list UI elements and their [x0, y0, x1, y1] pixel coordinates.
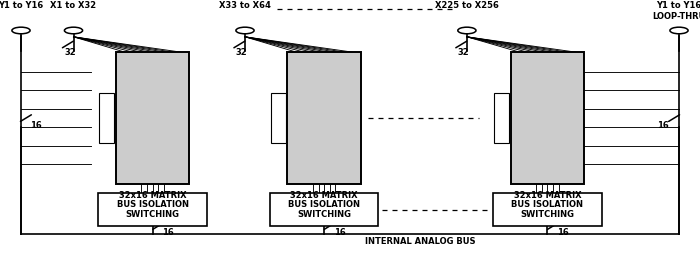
- Text: BUS ISOLATION
SWITCHING: BUS ISOLATION SWITCHING: [117, 200, 188, 219]
- Bar: [99, 93, 115, 143]
- Bar: [494, 93, 510, 143]
- Bar: [98, 193, 207, 226]
- Bar: [493, 193, 602, 226]
- Bar: [270, 93, 286, 143]
- Text: 32x16 MATRIX: 32x16 MATRIX: [119, 190, 186, 199]
- Circle shape: [64, 27, 83, 34]
- Text: INTERNAL ANALOG BUS: INTERNAL ANALOG BUS: [365, 237, 475, 246]
- Text: 32: 32: [458, 48, 469, 57]
- Text: X33 to X64: X33 to X64: [219, 1, 271, 10]
- Text: Y1 to Y16
LOOP-THRU: Y1 to Y16 LOOP-THRU: [652, 1, 700, 21]
- Circle shape: [670, 27, 688, 34]
- Text: X225 to X256: X225 to X256: [435, 1, 499, 10]
- Text: 16: 16: [657, 121, 668, 130]
- Circle shape: [12, 27, 30, 34]
- Text: 32: 32: [236, 48, 247, 57]
- Text: 16: 16: [30, 121, 42, 130]
- Text: 32: 32: [64, 48, 76, 57]
- Circle shape: [236, 27, 254, 34]
- Text: 16: 16: [334, 228, 346, 237]
- Text: BUS ISOLATION
SWITCHING: BUS ISOLATION SWITCHING: [512, 200, 583, 219]
- Circle shape: [458, 27, 476, 34]
- Bar: [270, 193, 378, 226]
- Text: Y1 to Y16: Y1 to Y16: [0, 1, 43, 10]
- Bar: [511, 52, 584, 184]
- Text: 16: 16: [557, 228, 569, 237]
- Text: 32x16 MATRIX: 32x16 MATRIX: [514, 190, 581, 199]
- Bar: [116, 52, 189, 184]
- Text: BUS ISOLATION
SWITCHING: BUS ISOLATION SWITCHING: [288, 200, 360, 219]
- Bar: [288, 52, 361, 184]
- Text: X1 to X32: X1 to X32: [50, 1, 97, 10]
- Text: 16: 16: [162, 228, 174, 237]
- Text: 32x16 MATRIX: 32x16 MATRIX: [290, 190, 358, 199]
